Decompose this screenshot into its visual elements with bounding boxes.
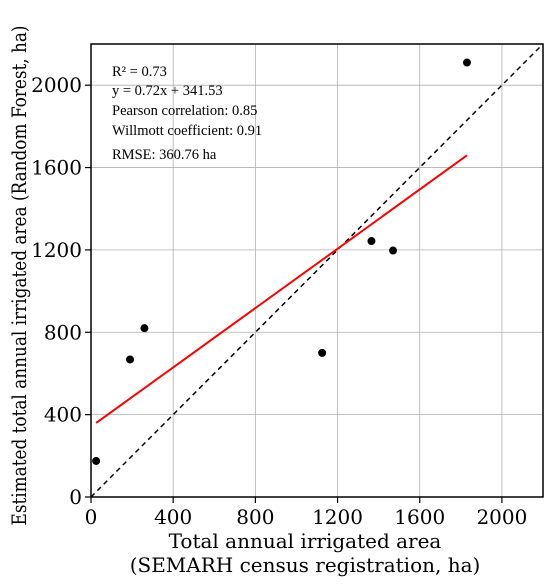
annotation-pearson: Pearson correlation: 0.85 — [112, 103, 257, 119]
y-tick-label: 1600 — [31, 156, 82, 180]
annotation-r2: R² = 0.73 — [112, 64, 167, 80]
data-points — [92, 58, 471, 465]
x-axis-ticks: 0 400 800 1200 1600 2000 — [85, 497, 527, 529]
data-point-5 — [389, 246, 398, 255]
regression-line — [95, 154, 468, 424]
stats-annotations: R² = 0.73 y = 0.72x + 341.53 Pearson cor… — [112, 64, 262, 163]
x-axis-label-line1: Total annual irrigated area — [169, 529, 442, 553]
data-point-2 — [140, 324, 149, 333]
y-tick-label: 2000 — [31, 73, 82, 97]
grid-lines — [91, 44, 543, 497]
x-tick-label: 1200 — [312, 505, 363, 529]
x-tick-label: 0 — [85, 505, 98, 529]
y-tick-label: 1200 — [31, 238, 82, 262]
y-axis-label: Estimated total annual irrigated area (R… — [7, 26, 31, 526]
data-point-0 — [92, 456, 101, 465]
data-point-3 — [318, 348, 327, 357]
annotation-willmott: Willmott coefficient: 0.91 — [112, 123, 262, 139]
data-point-4 — [367, 237, 376, 246]
data-point-1 — [126, 355, 135, 364]
annotation-rmse: RMSE: 360.76 ha — [112, 147, 217, 163]
x-tick-label: 400 — [154, 505, 192, 529]
data-point-6 — [462, 58, 471, 67]
x-tick-label: 2000 — [476, 505, 527, 529]
x-tick-label: 1600 — [394, 505, 445, 529]
identity-line — [90, 43, 544, 498]
y-tick-label: 800 — [44, 320, 82, 344]
y-axis-ticks: 0 400 800 1200 1600 2000 — [31, 73, 91, 509]
plot-frame — [90, 43, 544, 498]
y-tick-label: 0 — [69, 485, 82, 509]
annotation-equation: y = 0.72x + 341.53 — [112, 83, 223, 99]
y-tick-label: 400 — [44, 403, 82, 427]
x-axis-label-line2: (SEMARH census registration, ha) — [130, 553, 481, 577]
x-tick-label: 800 — [236, 505, 274, 529]
